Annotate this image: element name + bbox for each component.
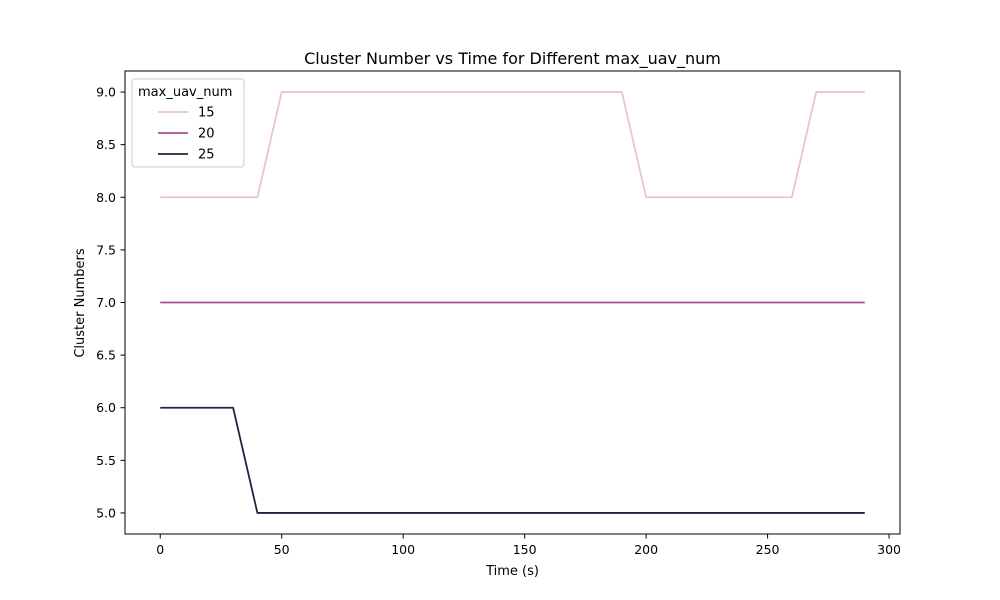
y-tick-label: 7.5 bbox=[96, 242, 116, 257]
plot-area bbox=[160, 91, 865, 514]
y-tick-label: 5.0 bbox=[96, 505, 116, 520]
legend-items: 15 20 25 bbox=[158, 106, 215, 163]
x-tick-label: 300 bbox=[877, 542, 901, 557]
legend-label-20: 20 bbox=[198, 127, 215, 142]
legend: max_uav_num 15 20 25 bbox=[131, 78, 245, 168]
x-axis-ticks: 0 50 100 150 200 250 300 bbox=[156, 534, 901, 557]
x-tick-label: 150 bbox=[513, 542, 537, 557]
x-axis-label: Time (s) bbox=[485, 564, 539, 579]
y-tick-label: 8.0 bbox=[96, 190, 116, 205]
series-line-25 bbox=[160, 406, 865, 514]
y-tick-label: 6.0 bbox=[96, 400, 116, 415]
legend-title: max_uav_num bbox=[138, 85, 232, 100]
y-tick-label: 5.5 bbox=[96, 453, 116, 468]
x-tick-label: 100 bbox=[391, 542, 415, 557]
legend-label-25: 25 bbox=[198, 148, 215, 163]
y-tick-label: 7.0 bbox=[96, 295, 116, 310]
y-tick-label: 8.5 bbox=[96, 137, 116, 152]
y-tick-label: 6.5 bbox=[96, 348, 116, 363]
x-tick-label: 50 bbox=[274, 542, 290, 557]
y-axis-ticks: 5.0 5.5 6.0 6.5 7.0 7.5 8.0 8.5 9.0 bbox=[96, 85, 125, 520]
y-tick-label: 9.0 bbox=[96, 85, 116, 100]
legend-frame bbox=[131, 78, 245, 168]
series-line-15 bbox=[160, 91, 865, 199]
legend-label-15: 15 bbox=[198, 106, 215, 121]
x-tick-label: 200 bbox=[634, 542, 658, 557]
plot-frame bbox=[124, 70, 901, 535]
chart-title: Cluster Number vs Time for Different max… bbox=[304, 49, 721, 69]
x-tick-label: 0 bbox=[156, 542, 164, 557]
x-tick-label: 250 bbox=[756, 542, 780, 557]
y-axis-label: Cluster Numbers bbox=[73, 248, 88, 357]
